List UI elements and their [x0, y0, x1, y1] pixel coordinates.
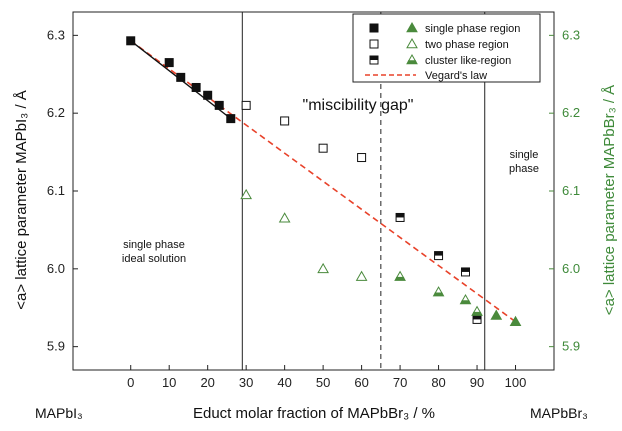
y-tick-label-right: 6.3 — [562, 27, 580, 42]
legend-label-vegard: Vegard's law — [425, 70, 487, 82]
x-tick-label: 30 — [239, 375, 253, 390]
x-tick-label: 70 — [393, 375, 407, 390]
left-region-label-line1: single phase — [123, 239, 185, 251]
data-point-half-triangle — [394, 270, 406, 281]
data-point-half-square — [434, 251, 444, 261]
y-tick-label-left: 5.9 — [47, 339, 65, 354]
y-tick-label-left: 6.3 — [47, 27, 65, 42]
y-tick-label-right: 6.2 — [562, 105, 580, 120]
x-tick-label: 40 — [277, 375, 291, 390]
data-point-half-triangle — [471, 305, 483, 316]
x-tick-label: 60 — [354, 375, 368, 390]
miscibility-gap-label: "miscibility gap" — [303, 97, 414, 114]
data-point-half-square — [395, 212, 405, 222]
vegard-law-line — [130, 40, 516, 323]
y-axis-label-right: <a> lattice parameter MAPbBr₃ / Å — [601, 85, 618, 315]
x-tick-label: 80 — [431, 375, 445, 390]
data-point-open-triangle — [317, 262, 329, 274]
data-point-filled-triangle — [490, 309, 503, 320]
legend-label-single-phase: single phase region — [425, 23, 520, 35]
data-point-open-triangle — [240, 188, 253, 200]
x-tick-label: 0 — [127, 375, 134, 390]
endpoint-right-label: MAPbBr₃ — [530, 405, 588, 421]
data-point-filled-triangle — [509, 315, 522, 326]
x-axis-label: Educt molar fraction of MAPbBr₃ / % — [193, 405, 435, 422]
left-region-label-line2: ideal solution — [122, 253, 186, 265]
data-point-open-square — [280, 116, 290, 126]
data-point-half-square — [472, 314, 482, 324]
x-tick-label: 90 — [470, 375, 484, 390]
data-point-open-square — [357, 153, 367, 163]
data-point-open-square — [318, 143, 328, 153]
legend-label-cluster: cluster like-region — [425, 55, 511, 67]
data-point-filled-square — [203, 90, 213, 100]
y-tick-label-right: 6.0 — [562, 261, 580, 276]
data-point-filled-square — [226, 114, 236, 124]
legend-marker-half-triangle — [406, 53, 418, 65]
legend: single phase region two phase region clu… — [352, 13, 541, 83]
endpoint-left-label: MAPbI₃ — [35, 405, 83, 421]
y-tick-label-right: 5.9 — [562, 339, 580, 354]
data-point-half-triangle — [432, 286, 445, 297]
data-point-open-triangle — [278, 212, 291, 223]
x-tick-label: 100 — [505, 375, 527, 390]
data-point-open-triangle — [355, 270, 368, 281]
y-tick-label-left: 6.1 — [47, 183, 65, 198]
y-tick-label-left: 6.2 — [47, 105, 65, 120]
x-tick-label: 20 — [200, 375, 214, 390]
data-point-filled-square — [191, 82, 201, 92]
data-point-filled-square — [176, 72, 186, 82]
y-tick-label-right: 6.1 — [562, 183, 580, 198]
legend-marker-filled-square — [369, 23, 379, 33]
right-region-label-line2: phase — [509, 163, 539, 175]
legend-marker-open-triangle — [406, 37, 418, 49]
legend-box — [352, 13, 541, 83]
legend-marker-half-square — [369, 55, 379, 65]
x-tick-label: 10 — [162, 375, 176, 390]
data-point-half-triangle — [459, 293, 472, 305]
legend-marker-open-square — [369, 39, 379, 49]
x-tick-label: 50 — [316, 375, 330, 390]
data-point-filled-square — [214, 100, 224, 110]
data-point-filled-square — [164, 58, 174, 68]
y-axis-label-left: <a> lattice parameter MAPbI₃ / Å — [13, 90, 30, 310]
data-point-half-square — [460, 267, 470, 277]
y-tick-label-left: 6.0 — [47, 261, 65, 276]
right-region-label-line1: single — [510, 149, 539, 161]
legend-marker-filled-triangle — [406, 21, 418, 33]
data-point-filled-square — [126, 36, 136, 46]
legend-label-two-phase: two phase region — [425, 39, 509, 51]
data-point-open-square — [241, 100, 251, 110]
